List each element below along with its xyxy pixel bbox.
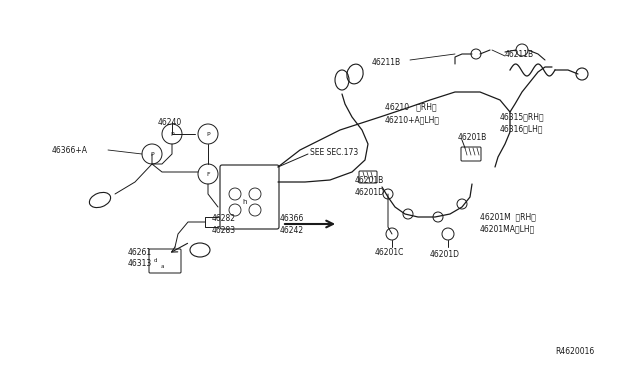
Text: F: F <box>206 171 210 176</box>
Text: 46210+A〈LH〉: 46210+A〈LH〉 <box>385 115 440 125</box>
FancyBboxPatch shape <box>220 165 279 229</box>
Text: 46282: 46282 <box>212 214 236 222</box>
Text: d: d <box>153 259 157 263</box>
Text: 46201D: 46201D <box>430 250 460 259</box>
Text: 46210   〈RH〉: 46210 〈RH〉 <box>385 103 436 112</box>
Text: 46201MA〈LH〉: 46201MA〈LH〉 <box>480 224 535 234</box>
Text: 46261: 46261 <box>128 247 152 257</box>
Text: 46366: 46366 <box>280 214 305 222</box>
FancyBboxPatch shape <box>149 249 181 273</box>
Text: R4620016: R4620016 <box>555 347 595 356</box>
Text: h: h <box>243 199 247 205</box>
FancyBboxPatch shape <box>359 171 377 183</box>
Text: 46201B: 46201B <box>355 176 384 185</box>
Text: 46242: 46242 <box>280 225 304 234</box>
Text: P: P <box>170 131 174 137</box>
Text: 46316〈LH〉: 46316〈LH〉 <box>500 125 543 134</box>
Text: 46201B: 46201B <box>458 132 487 141</box>
FancyBboxPatch shape <box>461 147 481 161</box>
Text: a: a <box>160 263 164 269</box>
Text: 46211B: 46211B <box>372 58 401 67</box>
Text: 46315〈RH〉: 46315〈RH〉 <box>500 112 545 122</box>
Text: 46313: 46313 <box>128 260 152 269</box>
Text: 46366+A: 46366+A <box>52 145 88 154</box>
Text: 46201C: 46201C <box>375 247 404 257</box>
Text: 46211B: 46211B <box>505 49 534 58</box>
Text: P: P <box>206 131 210 137</box>
Text: 46283: 46283 <box>212 225 236 234</box>
Text: SEE SEC.173: SEE SEC.173 <box>310 148 358 157</box>
Text: 46201D: 46201D <box>355 187 385 196</box>
Text: 46240: 46240 <box>158 118 182 126</box>
Text: P: P <box>150 151 154 157</box>
Text: 46201M  〈RH〉: 46201M 〈RH〉 <box>480 212 536 221</box>
